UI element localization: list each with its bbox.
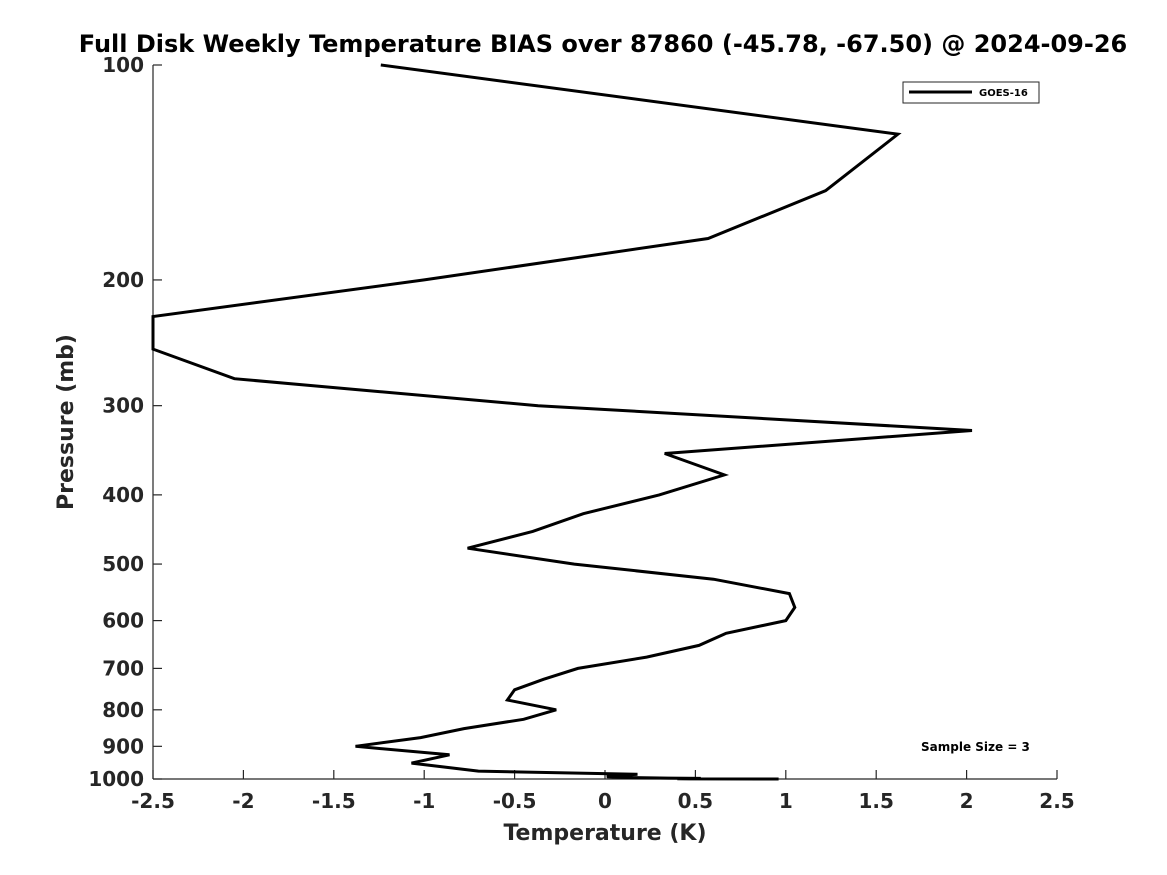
y-tick-label: 500 <box>102 552 144 576</box>
series-line-goes-16 <box>151 63 973 781</box>
y-tick-label: 900 <box>102 734 144 758</box>
y-tick-label: 800 <box>102 698 144 722</box>
x-tick-label: -2.5 <box>131 789 175 813</box>
y-tick-label: 1000 <box>88 767 144 791</box>
x-tick-label: -1 <box>413 789 435 813</box>
x-tick-label: 1.5 <box>858 789 893 813</box>
x-tick-label: 1 <box>779 789 793 813</box>
x-axis-label: Temperature (K) <box>503 821 706 846</box>
x-tick-label: 0.5 <box>678 789 713 813</box>
chart-title: Full Disk Weekly Temperature BIAS over 8… <box>79 30 1127 58</box>
axes <box>152 65 1057 780</box>
y-tick-label: 600 <box>102 609 144 633</box>
x-tick-label: -1.5 <box>312 789 356 813</box>
y-tick-label: 700 <box>102 656 144 680</box>
legend-label-goes16: GOES-16 <box>979 88 1028 99</box>
y-tick-label: 200 <box>102 268 144 292</box>
x-tick-label: -2 <box>232 789 254 813</box>
y-ticks: 100 200 300 400 500 600 700 800 900 1000 <box>88 53 162 791</box>
x-tick-label: 2 <box>960 789 974 813</box>
x-ticks: -2.5 -2 -1.5 -1 -0.5 0 0.5 1 1.5 2 2.5 <box>131 770 1075 813</box>
x-tick-label: 2.5 <box>1039 789 1074 813</box>
y-tick-label: 300 <box>102 394 144 418</box>
y-tick-label: 400 <box>102 483 144 507</box>
legend[interactable]: GOES-16 <box>902 81 1040 104</box>
y-axis-label: Pressure (mb) <box>54 334 79 510</box>
y-tick-label: 100 <box>102 53 144 77</box>
x-tick-label: 0 <box>598 789 612 813</box>
x-tick-label: -0.5 <box>493 789 537 813</box>
sample-size-annotation: Sample Size = 3 <box>921 740 1030 754</box>
series-group <box>151 63 973 781</box>
